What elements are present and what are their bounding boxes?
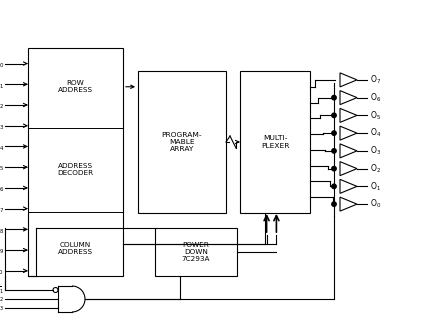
Text: $\mathsf{CS}_2$: $\mathsf{CS}_2$ [0, 294, 4, 304]
Bar [240, 71, 310, 213]
Text: ADDRESS
DECODER: ADDRESS DECODER [58, 163, 94, 177]
Text: POWER
DOWN
7C293A: POWER DOWN 7C293A [182, 242, 210, 262]
Text: ROW
ADDRESS: ROW ADDRESS [58, 80, 93, 93]
Text: O$_{4}$: O$_{4}$ [370, 127, 381, 139]
Text: O$_{1}$: O$_{1}$ [370, 180, 381, 193]
Text: A$_{2}$: A$_{2}$ [0, 99, 4, 111]
Text: $\mathsf{CS}_3$: $\mathsf{CS}_3$ [0, 303, 4, 313]
Circle shape [332, 113, 336, 117]
Text: O$_{5}$: O$_{5}$ [370, 109, 381, 122]
Text: A$_{8}$: A$_{8}$ [0, 223, 4, 236]
Text: A$_{6}$: A$_{6}$ [0, 182, 4, 194]
Text: $\overline{\mathsf{CS}}_1$: $\overline{\mathsf{CS}}_1$ [0, 284, 4, 296]
Circle shape [332, 131, 336, 135]
Text: O$_{7}$: O$_{7}$ [370, 74, 381, 86]
Text: A$_{0}$: A$_{0}$ [0, 57, 4, 70]
Text: A$_{5}$: A$_{5}$ [0, 161, 4, 173]
Text: A$_{7}$: A$_{7}$ [0, 202, 4, 215]
Text: A$_{10}$: A$_{10}$ [0, 265, 4, 277]
Bar [155, 228, 237, 276]
Text: A$_{3}$: A$_{3}$ [0, 119, 4, 132]
Circle shape [332, 149, 336, 153]
Circle shape [332, 166, 336, 171]
Text: O$_{2}$: O$_{2}$ [370, 162, 381, 175]
Text: A$_{9}$: A$_{9}$ [0, 244, 4, 256]
Bar [138, 71, 226, 213]
Text: A$_{1}$: A$_{1}$ [0, 78, 4, 91]
Text: PROGRAM-
MABLE
ARRAY: PROGRAM- MABLE ARRAY [162, 132, 202, 152]
Circle shape [332, 95, 336, 100]
Bar [28, 48, 123, 276]
Text: MULTI-
PLEXER: MULTI- PLEXER [261, 135, 289, 149]
Text: O$_{3}$: O$_{3}$ [370, 145, 381, 157]
Circle shape [332, 202, 336, 206]
Text: A$_{4}$: A$_{4}$ [0, 140, 4, 153]
Text: O$_{0}$: O$_{0}$ [370, 198, 381, 210]
Text: COLUMN
ADDRESS: COLUMN ADDRESS [58, 242, 93, 255]
Circle shape [332, 184, 336, 188]
Text: O$_{6}$: O$_{6}$ [370, 91, 381, 104]
